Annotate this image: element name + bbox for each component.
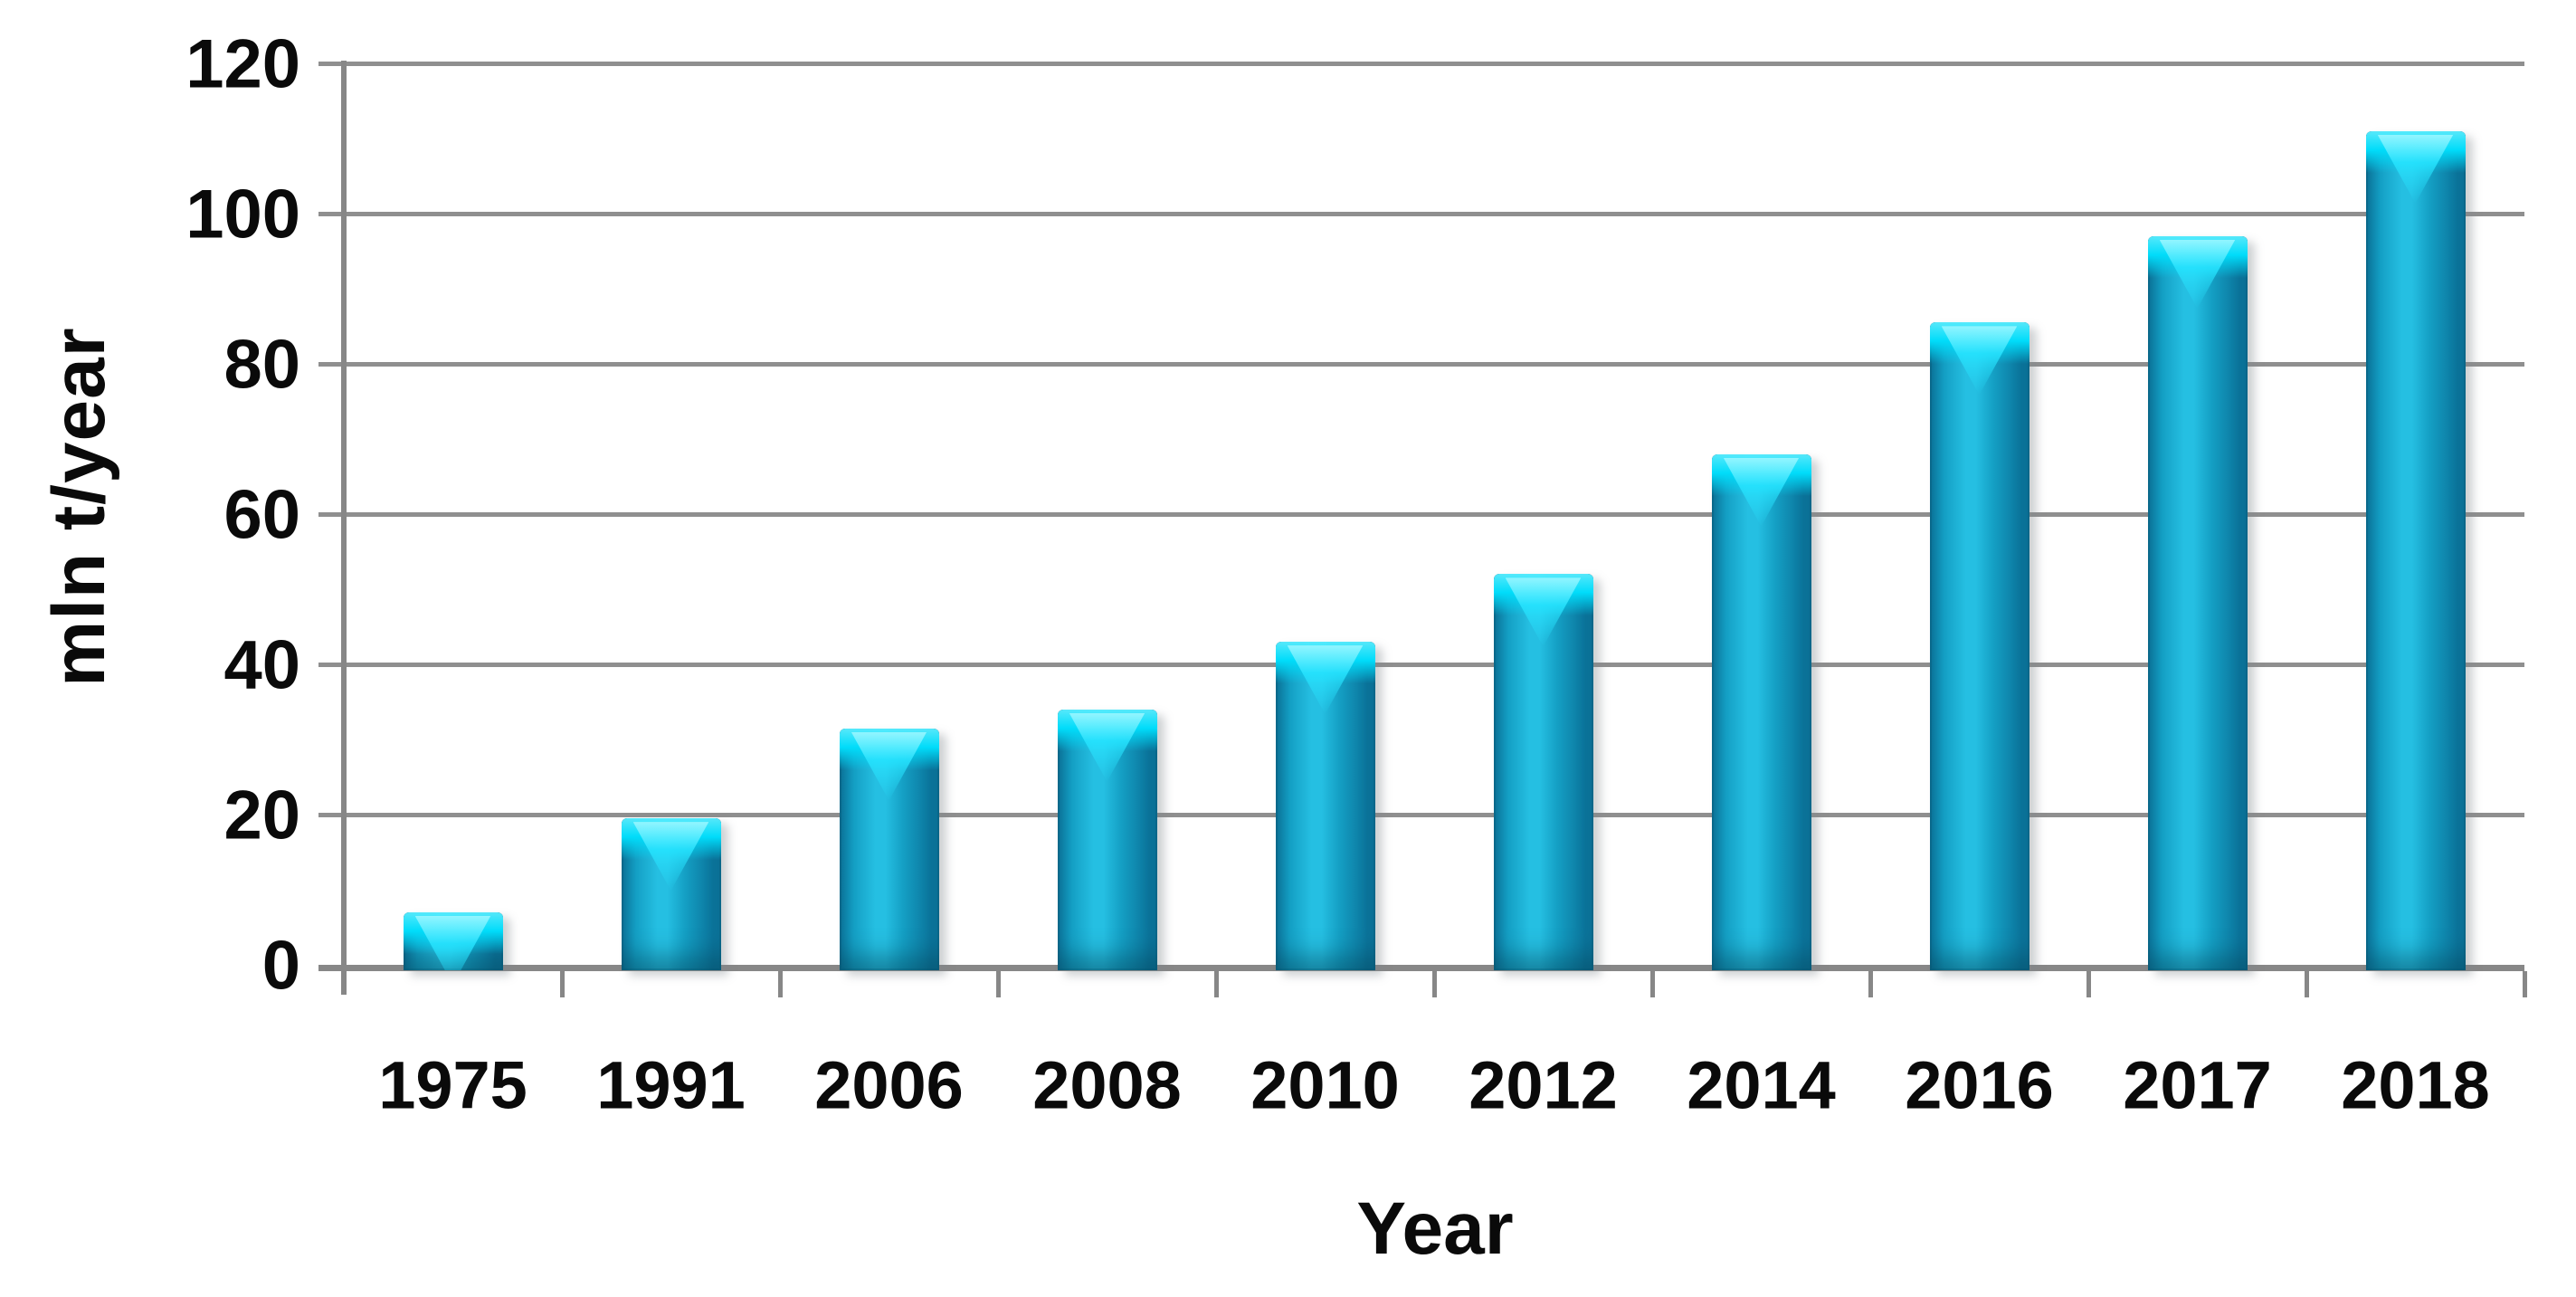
- bar-1991: [621, 818, 721, 970]
- x-axis-tick-4: [1213, 971, 1219, 997]
- x-tick-label-2012: 2012: [1469, 1047, 1618, 1123]
- y-tick-label-120: 120: [185, 25, 300, 103]
- bar-2008: [1057, 709, 1157, 970]
- bar-2006: [839, 728, 939, 970]
- x-tick-label-2018: 2018: [2341, 1047, 2490, 1123]
- x-axis-tick-5: [1431, 971, 1437, 997]
- x-tick-label-1975: 1975: [378, 1047, 528, 1123]
- x-axis-tick-10: [2522, 971, 2527, 997]
- gridline-40: [318, 662, 2524, 667]
- bar-2014: [1711, 453, 1811, 970]
- x-tick-label-2006: 2006: [814, 1047, 964, 1123]
- x-tick-label-2014: 2014: [1687, 1047, 1836, 1123]
- y-axis-line: [341, 61, 347, 995]
- gridline-100: [318, 211, 2524, 216]
- bar-2017: [2147, 235, 2248, 970]
- x-axis-title: Year: [1356, 1187, 1514, 1270]
- y-tick-label-60: 60: [223, 476, 300, 554]
- bar-2018: [2365, 130, 2466, 970]
- x-axis-tick-1: [559, 971, 565, 997]
- x-tick-label-2010: 2010: [1250, 1047, 1400, 1123]
- bar-1975: [403, 911, 503, 970]
- x-axis-tick-9: [2304, 971, 2309, 997]
- x-tick-label-2008: 2008: [1032, 1047, 1182, 1123]
- gridline-20: [318, 812, 2524, 817]
- x-tick-label-2017: 2017: [2123, 1047, 2272, 1123]
- x-axis-tick-3: [995, 971, 1001, 997]
- x-axis-line: [318, 965, 2524, 971]
- x-axis-tick-8: [2086, 971, 2091, 997]
- bar-2010: [1275, 642, 1375, 970]
- y-tick-label-20: 20: [223, 777, 300, 854]
- x-tick-label-1991: 1991: [596, 1047, 746, 1123]
- y-tick-label-80: 80: [223, 326, 300, 404]
- x-axis-tick-6: [1649, 971, 1655, 997]
- bar-2016: [1929, 322, 2029, 970]
- gridline-60: [318, 511, 2524, 517]
- bar-2012: [1493, 574, 1593, 970]
- x-axis-tick-2: [777, 971, 783, 997]
- y-tick-label-0: 0: [261, 927, 300, 1005]
- y-tick-label-40: 40: [223, 626, 300, 704]
- x-tick-label-2016: 2016: [1905, 1047, 2054, 1123]
- gridline-80: [318, 361, 2524, 367]
- gridline-120: [318, 61, 2524, 66]
- x-axis-tick-7: [1868, 971, 1873, 997]
- y-tick-label-100: 100: [185, 176, 300, 253]
